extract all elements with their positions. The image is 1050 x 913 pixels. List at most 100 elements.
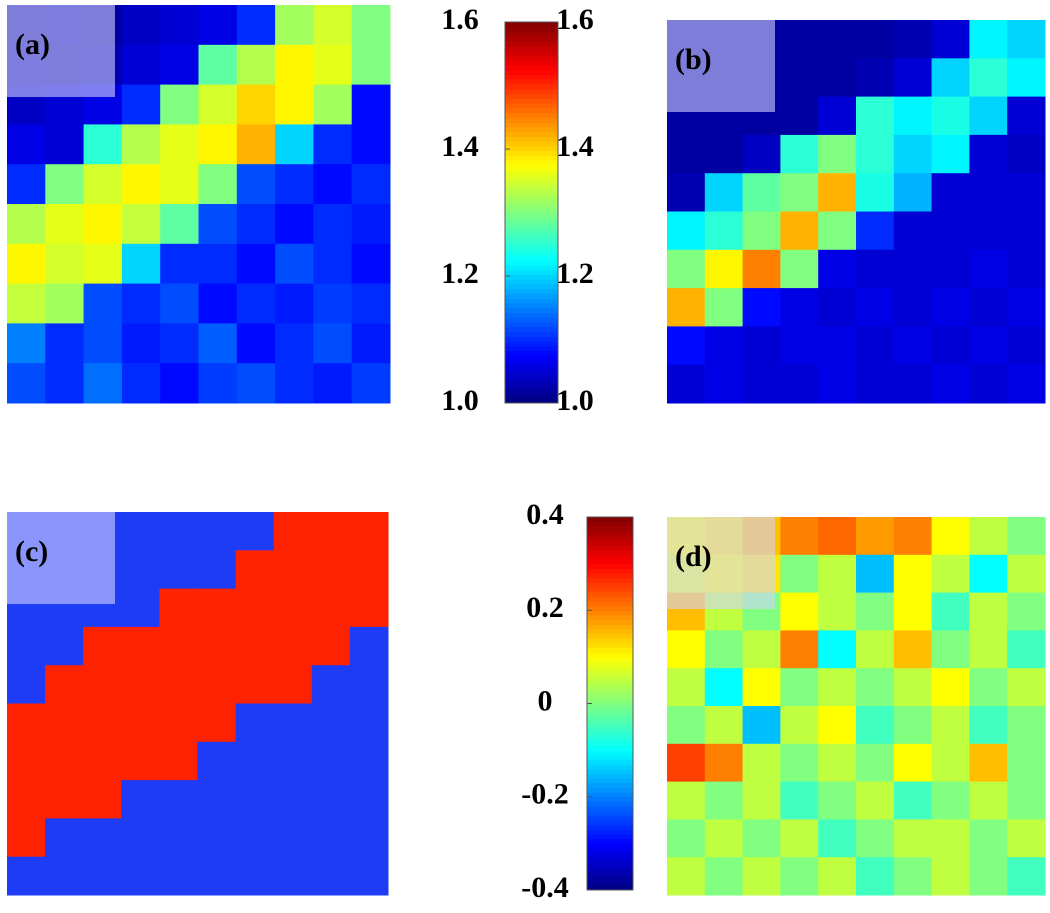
colorbar-stripe <box>505 60 558 66</box>
heatmap-cell <box>235 741 275 781</box>
colorbar-stripe <box>505 169 558 175</box>
heatmap-cell <box>742 288 781 327</box>
colorbar-stripe <box>587 820 633 826</box>
colorbar-stripe <box>505 64 558 71</box>
heatmap-cell <box>969 20 1008 59</box>
heatmap-cell <box>198 164 238 205</box>
colorbar-stripe <box>505 264 558 271</box>
heatmap-cell <box>856 173 895 212</box>
colorbar-stripe <box>587 544 633 551</box>
heatmap-cell <box>236 323 276 364</box>
colorbar-stripe <box>505 326 558 333</box>
colorbar-stripe <box>587 582 633 588</box>
heatmap-cell <box>275 5 314 46</box>
colorbar-stripe <box>505 69 558 75</box>
colorbar-stripe <box>587 885 633 891</box>
heatmap-cell <box>236 124 276 165</box>
heatmap-cell <box>742 668 781 707</box>
heatmap-cell <box>818 288 857 327</box>
heatmap-cell <box>893 364 933 404</box>
colorbar-stripe <box>505 74 558 80</box>
colorbar-stripe <box>587 834 633 840</box>
heatmap-cell <box>121 283 161 324</box>
heatmap-cell <box>159 856 198 896</box>
heatmap-cell <box>818 781 857 820</box>
colorbar-stripe <box>587 792 633 798</box>
heatmap-cell <box>893 706 933 745</box>
heatmap-cell <box>667 288 706 327</box>
heatmap-cell <box>667 249 706 289</box>
colorbar-stripe <box>587 703 633 709</box>
panel-label: (b) <box>675 43 712 76</box>
colorbar-stripe <box>505 174 558 180</box>
colorbar-stripe <box>587 787 633 793</box>
heatmap-cell <box>667 706 706 745</box>
heatmap-cell <box>351 84 391 125</box>
heatmap-cell <box>1007 554 1046 594</box>
colorbar-stripe <box>587 530 633 537</box>
colorbar-stripe <box>587 656 633 663</box>
heatmap-cell <box>742 743 781 783</box>
heatmap-cell <box>121 512 160 551</box>
heatmap-cell <box>1007 20 1046 59</box>
panel-label: (c) <box>15 535 48 568</box>
heatmap-cell <box>83 363 123 404</box>
heatmap-cell <box>351 243 391 285</box>
colorbar-stripe <box>505 260 558 266</box>
colorbar-stripe <box>505 274 558 280</box>
colorbar-stripe <box>587 521 633 527</box>
heatmap-cell <box>197 741 237 781</box>
heatmap-cell <box>273 588 313 628</box>
heatmap-cell <box>159 741 198 781</box>
heatmap-cell <box>160 44 199 86</box>
heatmap-cell <box>780 211 819 251</box>
heatmap-cell <box>236 363 276 404</box>
heatmap-cell <box>159 550 198 590</box>
heatmap-cell <box>45 741 84 781</box>
heatmap-cell <box>349 780 389 819</box>
heatmap-cell <box>856 58 895 98</box>
colorbar-stripe <box>505 355 558 361</box>
colorbar-stripe <box>505 302 558 309</box>
colorbar-stripe <box>587 880 633 886</box>
colorbar-stripe <box>505 293 558 299</box>
heatmap-cell <box>818 706 857 745</box>
heatmap-cell <box>235 703 275 743</box>
heatmap-cell <box>780 288 819 327</box>
heatmap-cell <box>159 665 198 704</box>
heatmap-cell <box>351 124 391 165</box>
heatmap-cell <box>818 173 857 212</box>
heatmap-cell <box>45 323 85 364</box>
colorbar-stripe <box>505 279 558 285</box>
heatmap-cell <box>83 164 123 205</box>
heatmap-cell <box>780 857 819 896</box>
heatmap-cell <box>1007 173 1046 212</box>
colorbar-stripe <box>587 563 633 569</box>
colorbar-stripe <box>587 717 633 723</box>
colorbar-stripe <box>505 393 558 399</box>
heatmap-cell <box>931 706 970 745</box>
heatmap-cell <box>704 781 744 820</box>
colorbar-stripe <box>587 605 633 611</box>
heatmap-cell <box>856 857 895 896</box>
heatmap-cell <box>235 665 275 704</box>
colorbar-stripe <box>505 336 558 342</box>
colorbar-stripe <box>587 852 633 858</box>
colorbar-stripe <box>505 193 558 199</box>
heatmap-cell <box>856 96 895 136</box>
heatmap-cell <box>704 668 744 707</box>
heatmap-cell <box>704 819 744 858</box>
heatmap-cell <box>121 780 160 819</box>
heatmap-cell <box>351 204 391 245</box>
heatmap-cell <box>275 124 314 165</box>
heatmap-cell <box>159 780 198 819</box>
label-box <box>667 20 775 112</box>
heatmap-cell <box>780 592 819 631</box>
heatmap-cell <box>969 592 1008 631</box>
colorbar-stripe <box>505 245 558 252</box>
colorbar-stripe <box>587 572 633 579</box>
label-box <box>7 512 115 604</box>
colorbar-stripe <box>587 526 633 532</box>
heatmap-cell <box>818 96 857 136</box>
heatmap-cell <box>704 288 744 327</box>
